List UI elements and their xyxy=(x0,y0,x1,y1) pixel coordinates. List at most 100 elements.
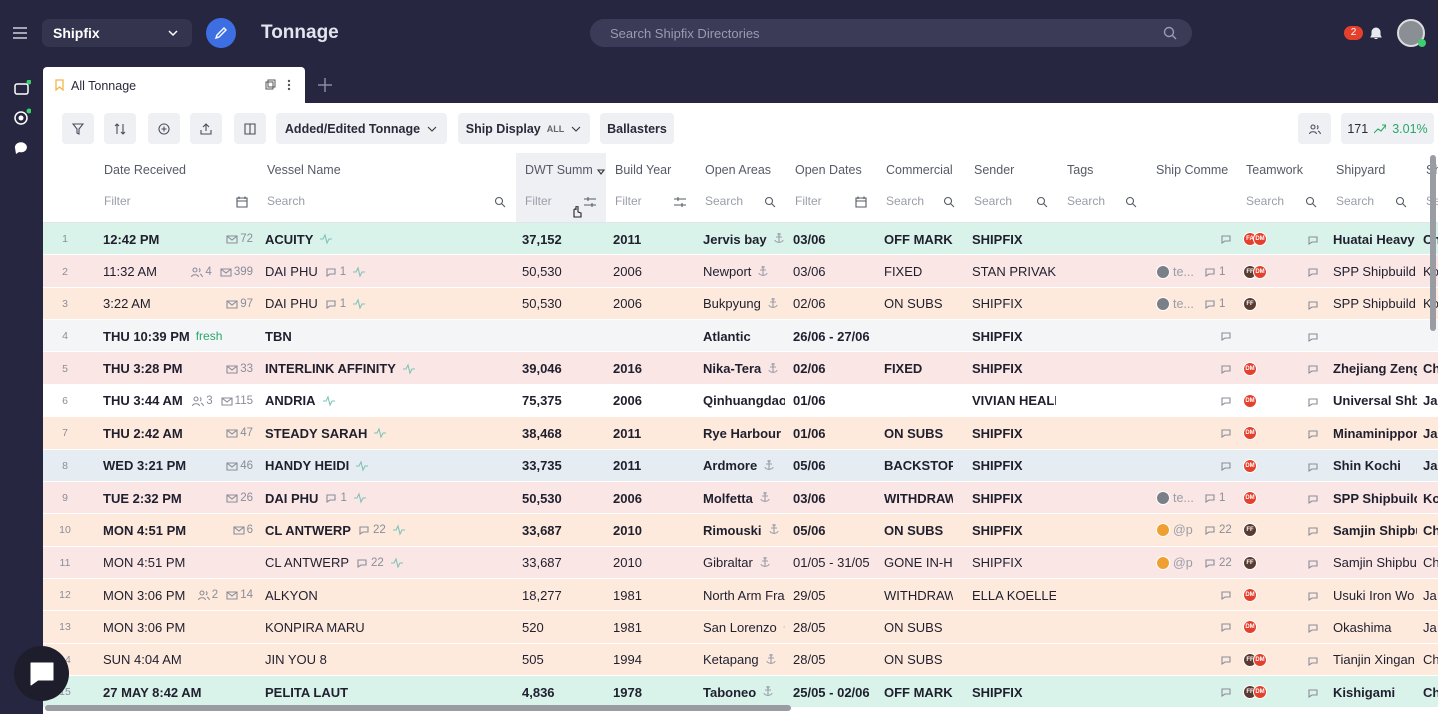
search-bar[interactable]: Search Shipfix Directories xyxy=(590,19,1192,47)
cell: Universal Shb xyxy=(1333,385,1417,417)
cell: TBN xyxy=(265,320,510,352)
view-select[interactable]: Added/Edited Tonnage xyxy=(276,113,447,144)
column-header[interactable]: Build Year xyxy=(615,163,672,177)
table-row[interactable] xyxy=(43,320,1438,353)
cell: ALKYON xyxy=(265,579,510,611)
toolbar-icon-button[interactable] xyxy=(190,113,222,144)
cell: FF xyxy=(1243,514,1303,546)
column-filter[interactable]: Filter xyxy=(525,194,552,208)
column-header[interactable]: Vessel Name xyxy=(267,163,341,177)
comment-icon xyxy=(1308,560,1318,569)
toolbar-icon-button[interactable] xyxy=(104,113,136,144)
open-area: Newport xyxy=(703,264,752,280)
team-avatar: DM xyxy=(1253,264,1267,279)
build-year: 1981 xyxy=(613,587,642,603)
column-filter[interactable]: Filter xyxy=(795,194,822,208)
toolbar-icon-button[interactable] xyxy=(62,113,94,144)
cell: FF DM xyxy=(1243,676,1303,708)
column-header[interactable]: Open Areas xyxy=(705,163,772,177)
ballasters-button[interactable]: Ballasters xyxy=(600,113,674,144)
open-area: Ketapang xyxy=(703,652,759,668)
filter-icon-svg xyxy=(1036,196,1048,208)
comment-avatar xyxy=(1156,523,1170,538)
table-row[interactable] xyxy=(43,223,1438,256)
cell: WITHDRAW xyxy=(884,482,953,514)
column-header[interactable]: Ship Commen xyxy=(1156,163,1228,177)
table-row[interactable] xyxy=(43,417,1438,450)
sidebar-icons[interactable] xyxy=(13,80,31,160)
cell: PELITA LAUT xyxy=(265,676,510,708)
menu-button[interactable] xyxy=(12,26,28,40)
cell xyxy=(1156,385,1232,417)
column-filter[interactable]: Filter xyxy=(104,194,131,208)
cell: Ch xyxy=(1423,547,1438,579)
mail-icon xyxy=(226,429,238,438)
cell: 18,277 xyxy=(522,579,602,611)
column-filter[interactable]: Search xyxy=(1336,194,1375,208)
ship-comment: te... xyxy=(1173,264,1194,279)
bell-icon[interactable] xyxy=(1369,26,1383,41)
toolbar-icon-button[interactable] xyxy=(234,113,266,144)
v-scrollbar[interactable] xyxy=(1430,155,1436,331)
column-header[interactable]: Sender xyxy=(974,163,1015,177)
cell: 50,530 xyxy=(522,255,602,287)
column-header[interactable]: Date Received xyxy=(104,163,186,177)
edit-button[interactable] xyxy=(206,18,236,48)
cell: VIVIAN HEALE xyxy=(972,385,1056,417)
table-row[interactable] xyxy=(43,611,1438,644)
build-year: 1994 xyxy=(613,652,642,668)
cell: FF DM xyxy=(1243,255,1303,287)
column-header[interactable]: Commercial S xyxy=(886,163,956,177)
ship-display-select[interactable]: Ship Display ALL xyxy=(458,113,590,144)
new-tab-button[interactable] xyxy=(318,78,332,92)
column-filter[interactable]: Search xyxy=(886,194,925,208)
vessel-name: ALKYON xyxy=(265,587,318,603)
filter-icon-svg xyxy=(584,197,596,207)
table-row[interactable] xyxy=(43,352,1438,385)
cell: 2010 xyxy=(613,514,693,546)
open-area: Ardmore xyxy=(703,458,758,474)
column-filter[interactable]: Search xyxy=(974,194,1013,208)
h-scrollbar[interactable] xyxy=(45,705,791,711)
table-row[interactable] xyxy=(43,643,1438,677)
column-filter[interactable]: Search xyxy=(1067,194,1106,208)
tab[interactable]: All Tonnage xyxy=(43,67,305,104)
date-received: THU 3:44 AM xyxy=(103,393,183,409)
org-selector[interactable]: Shipfix xyxy=(42,19,192,47)
column-header[interactable]: Teamwork xyxy=(1246,163,1303,177)
column-filter[interactable]: Search xyxy=(1246,194,1285,208)
users-button[interactable] xyxy=(1298,113,1331,144)
cell: North Arm Fra xyxy=(703,579,785,611)
anchor-icon xyxy=(760,492,770,503)
cell: Ardmore xyxy=(703,450,785,482)
cell: 2011 xyxy=(613,417,693,449)
column-filter[interactable]: Filter xyxy=(615,194,642,208)
chat-button[interactable] xyxy=(14,646,69,701)
build-year: 2011 xyxy=(613,458,642,474)
team-avatar: DM xyxy=(1243,491,1257,506)
open-area: Gibraltar xyxy=(703,555,753,571)
cell xyxy=(180,611,253,643)
column-header[interactable]: Tags xyxy=(1067,163,1094,177)
cell: DM xyxy=(1243,385,1303,417)
user-avatar[interactable] xyxy=(1397,19,1425,47)
table-row[interactable] xyxy=(43,578,1438,612)
column-filter[interactable]: Search xyxy=(267,194,306,208)
people-icon xyxy=(191,266,204,277)
toolbar-icon-button[interactable] xyxy=(148,113,180,144)
cell: 10 xyxy=(43,514,87,546)
sender: SHIPFIX xyxy=(972,231,1023,247)
column-header[interactable]: DWT Summ xyxy=(525,163,593,177)
dwt: 39,046 xyxy=(522,361,562,377)
filter-icon xyxy=(236,195,248,213)
cell: WED 3:21 PM xyxy=(103,450,223,482)
column-header[interactable]: Open Dates xyxy=(795,163,862,177)
column-header[interactable]: Shipyard xyxy=(1336,163,1386,177)
cell: Atlantic xyxy=(703,320,785,352)
table-row[interactable] xyxy=(43,384,1438,418)
vessel-name: ACUITY xyxy=(265,231,314,247)
team-avatar: DM xyxy=(1243,361,1257,376)
table-row[interactable] xyxy=(43,449,1438,482)
mail-icon xyxy=(221,397,233,406)
column-filter[interactable]: Search xyxy=(705,194,744,208)
